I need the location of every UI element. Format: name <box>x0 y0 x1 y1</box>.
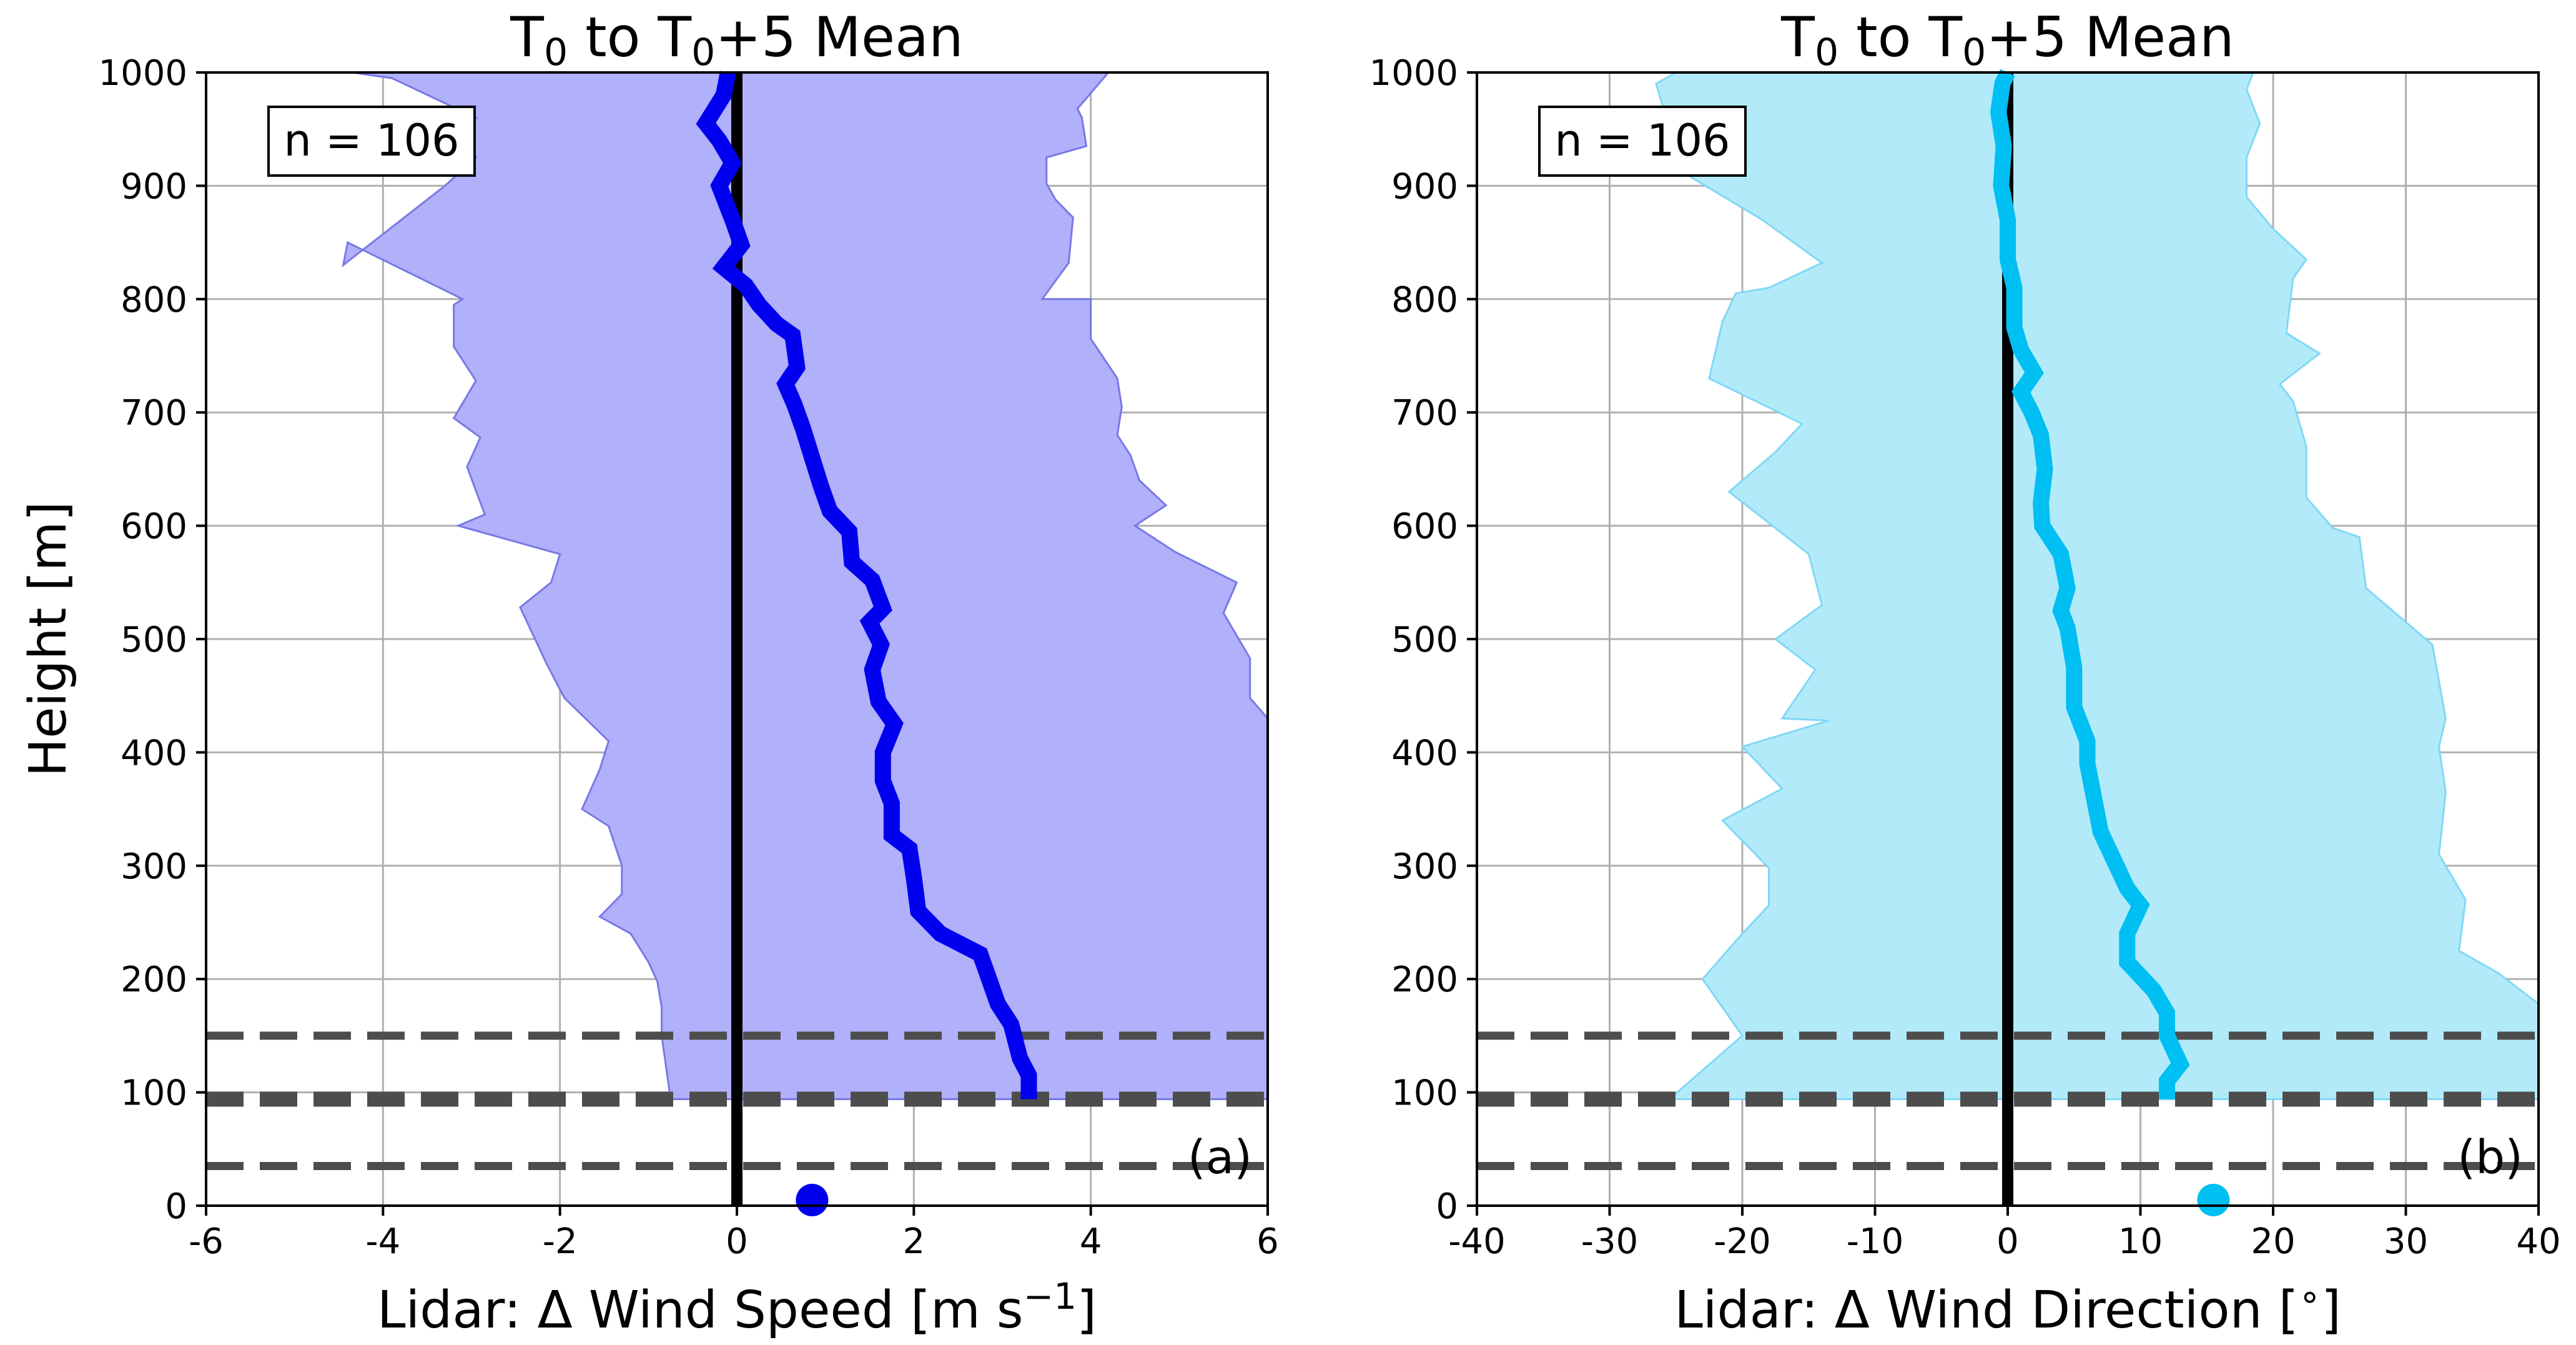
x-tick-label: 6 <box>1256 1221 1279 1262</box>
spread-band <box>342 71 1269 1100</box>
panel-label: (a) <box>1188 1131 1252 1184</box>
y-tick-labels: 0 100 200 300 400 500 600 700 800 900 1000 <box>98 53 206 1227</box>
y-tick-label: 800 <box>1391 280 1458 320</box>
x-tick-labels: -40 -30 -20 -10 0 10 20 30 40 <box>1448 1206 2561 1262</box>
y-tick-label: 0 <box>1436 1186 1458 1227</box>
x-tick-label: 0 <box>1996 1221 2019 1262</box>
reference-lines <box>1477 1031 2539 1171</box>
x-tick-label: -30 <box>1581 1221 1638 1262</box>
x-axis-label-end: ] <box>2321 1281 2341 1340</box>
surface-marker <box>2197 1183 2230 1216</box>
panel-wind-speed: -6 -4 -2 0 2 4 6 0 100 200 300 400 500 600 700 800 900 1… <box>19 5 1279 1340</box>
y-tick-label: 100 <box>1391 1073 1458 1114</box>
x-axis-label: Lidar: Δ Wind Direction [∘] <box>1674 1275 2341 1340</box>
chart-title: T0 to T0+5 Mean <box>510 5 964 74</box>
title-part: T <box>1780 5 1815 69</box>
y-axis-label: Height [m] <box>19 502 78 777</box>
x-axis-label-main: Lidar: Δ Wind Speed [m s <box>377 1281 1024 1340</box>
title-part: T <box>510 5 545 69</box>
sample-count-border <box>1538 106 1747 177</box>
x-axis-label-sup: ∘ <box>2299 1275 2321 1318</box>
chart-title: T0 to T0+5 Mean <box>1780 5 2234 74</box>
panel-wind-direction: -40 -30 -20 -10 0 10 20 30 40 0 100 200 300 400 500 60… <box>1369 5 2560 1340</box>
x-tick-label: -20 <box>1714 1221 1770 1262</box>
mean-profile-line <box>696 71 1037 1099</box>
y-tick-label: 600 <box>121 507 187 547</box>
x-axis-label-main: Lidar: Δ Wind Direction [ <box>1674 1281 2299 1340</box>
x-axis-label-end: ] <box>1077 1281 1097 1340</box>
y-tick-label: 700 <box>121 393 187 434</box>
y-tick-label: 200 <box>1391 960 1458 1000</box>
sample-count-box: n = 106 <box>267 106 476 177</box>
mean-profile-line <box>1990 69 2190 1099</box>
y-tick-label: 100 <box>121 1073 187 1114</box>
x-tick-label: -10 <box>1847 1221 1903 1262</box>
title-subscript: 0 <box>1962 31 1986 74</box>
x-tick-label: 4 <box>1080 1221 1102 1262</box>
y-tick-label: 700 <box>1391 393 1458 434</box>
panel-label: (b) <box>2457 1131 2523 1184</box>
title-part: +5 Mean <box>715 5 963 69</box>
surface-marker <box>796 1183 829 1216</box>
x-axis-label: Lidar: Δ Wind Speed [m s−1] <box>377 1275 1097 1340</box>
y-tick-label: 400 <box>1391 733 1458 773</box>
title-part: to T <box>1838 5 1963 69</box>
y-tick-label: 900 <box>121 166 187 207</box>
x-tick-label: 2 <box>903 1221 925 1262</box>
sample-count-box: n = 106 <box>1538 106 1747 177</box>
y-tick-label: 500 <box>121 620 187 660</box>
x-tick-label: -6 <box>189 1221 224 1262</box>
y-tick-label: 1000 <box>98 53 187 94</box>
y-tick-label: 400 <box>121 733 187 773</box>
y-tick-label: 800 <box>121 280 187 320</box>
title-part: to T <box>568 5 692 69</box>
sample-count-label: n = 106 <box>284 115 459 166</box>
y-tick-label: 900 <box>1391 166 1458 207</box>
title-part: +5 Mean <box>1986 5 2234 69</box>
x-tick-label: 30 <box>2384 1221 2428 1262</box>
title-subscript: 0 <box>691 31 715 74</box>
x-tick-label: -2 <box>543 1221 578 1262</box>
x-tick-label: 40 <box>2516 1221 2560 1262</box>
sample-count-border <box>267 106 476 177</box>
y-tick-labels: 0 100 200 300 400 500 600 700 800 900 1000 <box>1369 53 1477 1227</box>
title-subscript: 0 <box>544 31 568 74</box>
x-tick-label: -40 <box>1448 1221 1505 1262</box>
reference-lines <box>206 1031 1268 1171</box>
y-tick-label: 200 <box>121 960 187 1000</box>
y-tick-label: 1000 <box>1369 53 1458 94</box>
x-tick-label: 0 <box>726 1221 748 1262</box>
y-tick-label: 300 <box>1391 846 1458 887</box>
y-tick-label: 300 <box>121 846 187 887</box>
x-tick-label: 20 <box>2251 1221 2295 1262</box>
x-tick-label: -4 <box>365 1221 400 1262</box>
title-subscript: 0 <box>1815 31 1838 74</box>
y-tick-label: 600 <box>1391 507 1458 547</box>
x-axis-label-sup: −1 <box>1024 1275 1077 1318</box>
x-tick-labels: -6 -4 -2 0 2 4 6 <box>189 1206 1279 1262</box>
y-tick-label: 500 <box>1391 620 1458 660</box>
y-tick-label: 0 <box>165 1186 187 1227</box>
x-tick-label: 10 <box>2118 1221 2163 1262</box>
spread-band <box>1655 71 2540 1100</box>
sample-count-label: n = 106 <box>1554 115 1730 166</box>
